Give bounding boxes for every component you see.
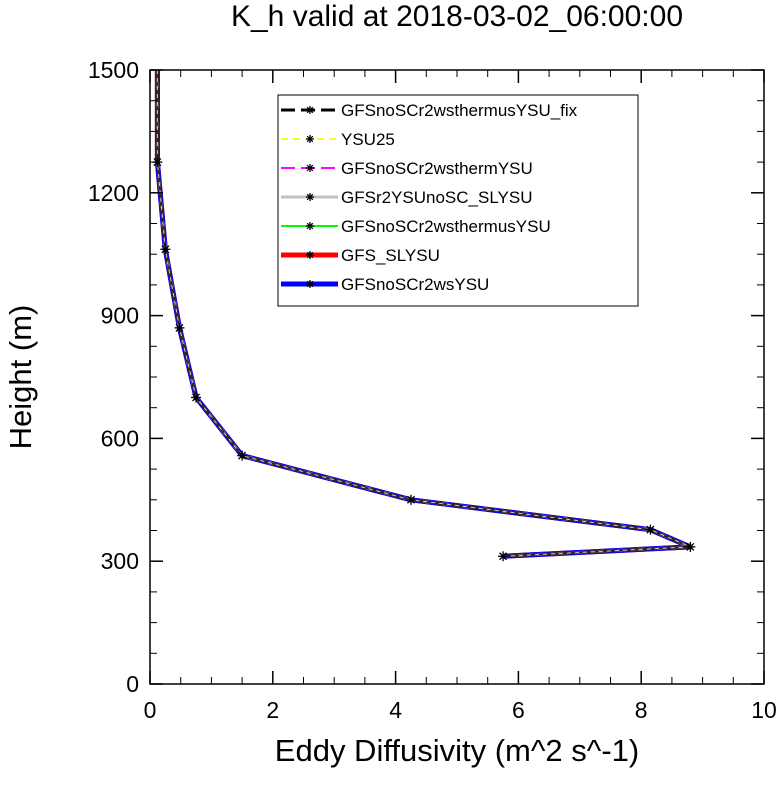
x-tick-label: 2 bbox=[266, 697, 279, 723]
data-point bbox=[498, 551, 509, 562]
x-axis-title: Eddy Diffusivity (m^2 s^-1) bbox=[275, 733, 639, 768]
legend-marker bbox=[306, 193, 314, 201]
x-tick-label: 8 bbox=[635, 697, 648, 723]
legend-item: YSU25 bbox=[281, 130, 395, 149]
legend: GFSnoSCr2wsthermusYSU_fix YSU25 GFSnoSCr2w… bbox=[277, 94, 639, 307]
legend-marker bbox=[306, 135, 314, 143]
legend-marker bbox=[306, 280, 314, 288]
legend-label: GFS_SLYSU bbox=[341, 246, 440, 265]
legend-marker bbox=[306, 222, 314, 230]
legend-marker bbox=[306, 251, 314, 259]
legend-item: GFS_SLYSU bbox=[281, 246, 440, 265]
legend-label: GFSnoSCr2wsthermYSU bbox=[341, 159, 533, 178]
data-point bbox=[237, 450, 248, 461]
legend-item: GFSnoSCr2wsthermYSU bbox=[281, 159, 533, 178]
legend-box bbox=[277, 94, 639, 307]
legend-marker bbox=[306, 106, 314, 114]
y-tick-label: 1500 bbox=[88, 57, 139, 83]
data-point bbox=[405, 494, 416, 505]
x-tick-label: 4 bbox=[389, 697, 402, 723]
legend-label: YSU25 bbox=[341, 130, 395, 149]
legend-label: GFSnoSCr2wsYSU bbox=[341, 275, 489, 294]
legend-label: GFSnoSCr2wsthermusYSU bbox=[341, 217, 551, 236]
y-axis-title: Height (m) bbox=[3, 305, 38, 450]
x-tick-label: 10 bbox=[751, 697, 777, 723]
data-point bbox=[174, 322, 185, 333]
legend-item: GFSnoSCr2wsthermusYSU_fix bbox=[281, 101, 578, 120]
y-tick-label: 600 bbox=[101, 425, 139, 451]
x-tick-label: 6 bbox=[512, 697, 525, 723]
y-tick-label: 0 bbox=[126, 671, 139, 697]
y-tick-label: 300 bbox=[101, 548, 139, 574]
series-markers bbox=[152, 157, 696, 562]
data-point bbox=[160, 244, 171, 255]
series-line-highlight bbox=[156, 70, 691, 557]
legend-item: GFSnoSCr2wsYSU bbox=[281, 275, 489, 294]
y-tick-label: 900 bbox=[101, 303, 139, 329]
chart-title: K_h valid at 2018-03-02_06:00:00 bbox=[231, 0, 683, 33]
x-tick-label: 0 bbox=[144, 697, 157, 723]
data-point bbox=[645, 524, 656, 535]
legend-marker bbox=[306, 164, 314, 172]
data-point bbox=[191, 392, 202, 403]
legend-item: GFSr2YSUnoSC_SLYSU bbox=[281, 188, 532, 207]
y-tick-label: 1200 bbox=[88, 180, 139, 206]
series-lines bbox=[154, 70, 693, 559]
legend-item: GFSnoSCr2wsthermusYSU bbox=[281, 217, 551, 236]
data-point bbox=[685, 541, 696, 552]
axis-ticks: 0 2 4 6 8 10 0 300 600 900 1200 1500 bbox=[88, 57, 777, 723]
legend-label: GFSr2YSUnoSC_SLYSU bbox=[341, 188, 532, 207]
legend-label: GFSnoSCr2wsthermusYSU_fix bbox=[341, 101, 578, 120]
